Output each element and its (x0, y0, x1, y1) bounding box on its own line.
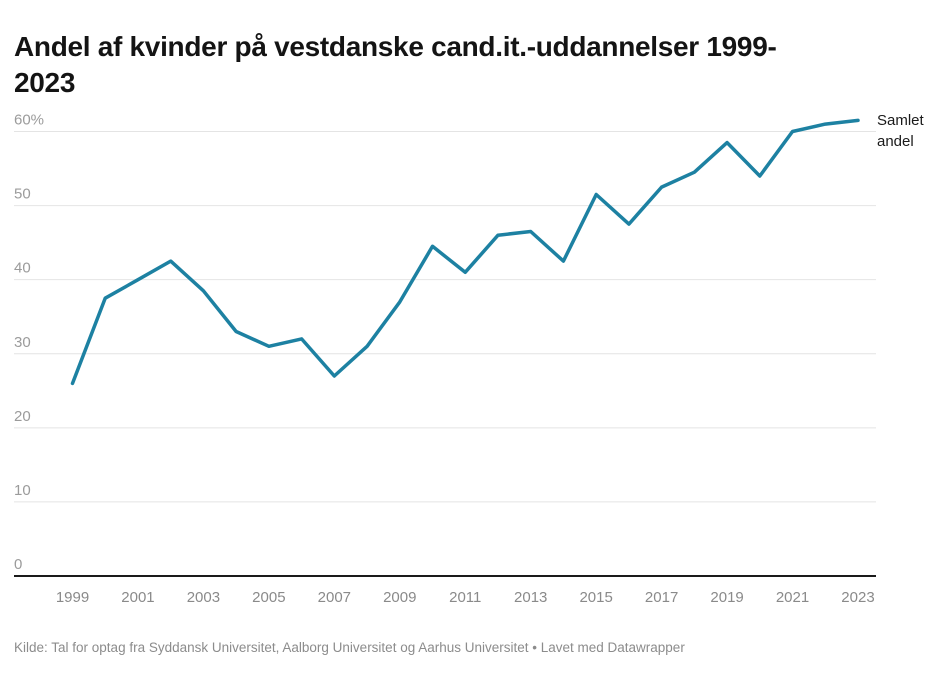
data-line-samlet-andel (70, 118, 860, 386)
x-tick-label: 2023 (841, 589, 874, 606)
x-tick-label: 2019 (710, 589, 743, 606)
x-tick-label: 2001 (121, 589, 154, 606)
x-tick-label: 2011 (449, 589, 481, 606)
x-tick-label: 2005 (252, 589, 285, 606)
y-tick-label: 0 (14, 556, 22, 573)
x-tick-label: 2021 (776, 589, 809, 606)
x-tick-label: 2007 (318, 589, 351, 606)
x-tick-label: 1999 (56, 589, 89, 606)
y-tick-label: 10 (14, 482, 31, 499)
y-tick-label: 60% (14, 112, 44, 129)
x-tick-label: 2017 (645, 589, 678, 606)
x-tick-label: 2003 (187, 589, 220, 606)
x-tick-label: 2013 (514, 589, 547, 606)
page-title: Andel af kvinder på vestdanske cand.it.-… (14, 29, 934, 101)
series-label: Samlet andel (877, 112, 924, 150)
page-title-line-1: Andel af kvinder på vestdanske cand.it.-… (14, 30, 777, 62)
page-title-line-2: 2023 (14, 66, 76, 98)
source-note: Kilde: Tal for optag fra Syddansk Univer… (14, 640, 685, 655)
y-tick-label: 40 (14, 260, 31, 277)
y-tick-label: 50 (14, 186, 31, 203)
y-tick-label: 20 (14, 408, 31, 425)
y-tick-label: 30 (14, 334, 31, 351)
chart-canvas: 0 10 20 30 40 50 60% 1999 2001 2003 2005 2007 2009 20… (14, 112, 876, 606)
x-tick-label: 2015 (579, 589, 612, 606)
x-tick-label: 2009 (383, 589, 416, 606)
